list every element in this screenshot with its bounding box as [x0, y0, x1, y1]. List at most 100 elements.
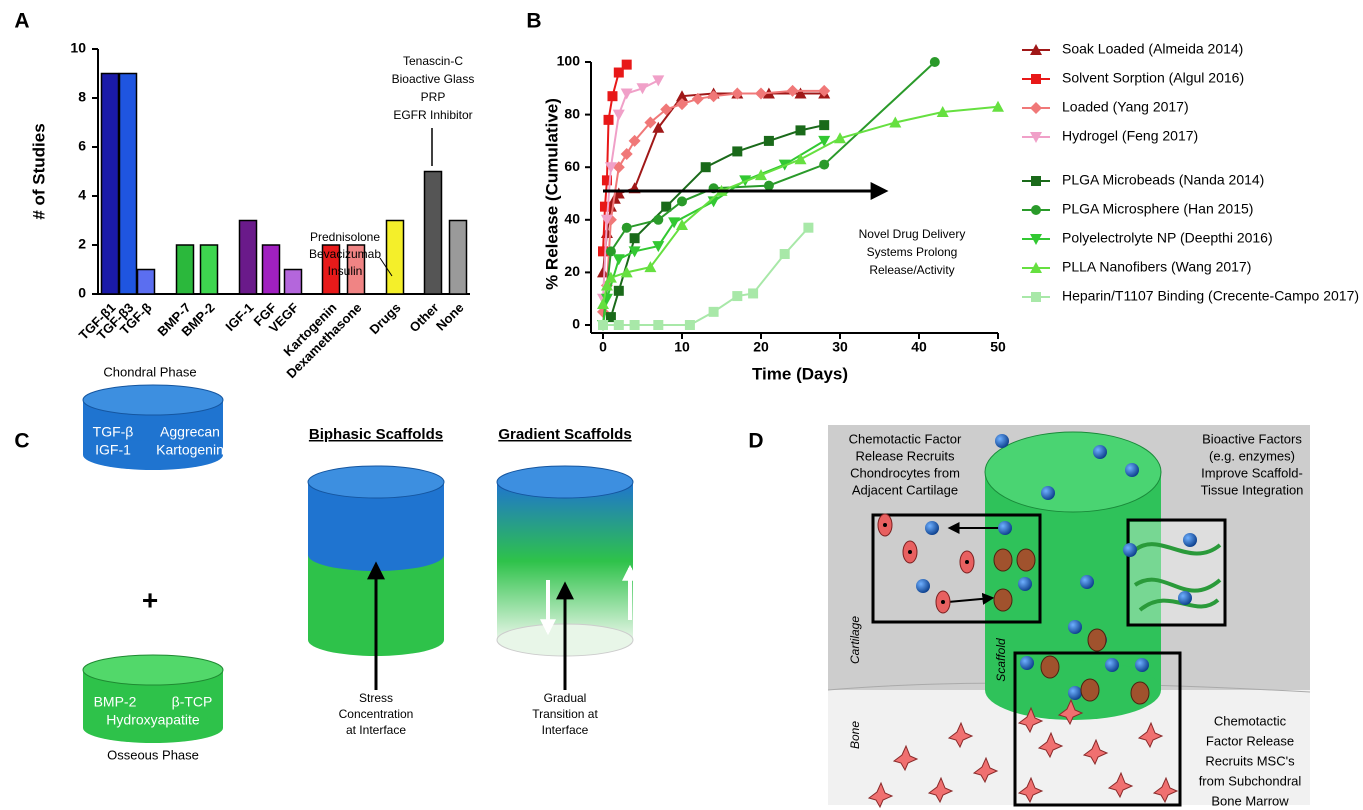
nucleus [908, 550, 912, 554]
factor-ball [1020, 656, 1034, 670]
bar [201, 245, 218, 294]
legend-label: Hydrogel (Feng 2017) [1062, 128, 1198, 144]
scaffold-note: Stress [359, 691, 393, 705]
nucleus [941, 600, 945, 604]
recruited-cell [1081, 679, 1099, 701]
factor: Kartogenin [156, 442, 224, 458]
factor-ball [916, 579, 930, 593]
factor-ball [995, 434, 1009, 448]
data-point [701, 162, 711, 172]
data-point [614, 286, 624, 296]
annotation: Bevacizumab [309, 247, 381, 261]
factor: IGF-1 [95, 442, 131, 458]
recruited-cell [1041, 656, 1059, 678]
legend-label: PLGA Microsphere (Han 2015) [1062, 201, 1253, 217]
callout: Recruits MSC's [1205, 753, 1295, 768]
factor-ball [1080, 575, 1094, 589]
factor-ball [1018, 577, 1032, 591]
callout: Release Recruits [856, 448, 955, 463]
scaffold-note: Concentration [339, 707, 414, 721]
factor: β-TCP [172, 694, 213, 710]
factor: Aggrecan [160, 424, 220, 440]
data-point [796, 125, 806, 135]
scaffold-title: Gradient Scaffolds [498, 426, 631, 443]
figure: ABCD0246810# of StudiesTGF-β1TGF-β3TGF-β… [0, 0, 1363, 810]
legend-marker [1031, 205, 1041, 215]
annotation: Prednisolone [310, 230, 380, 244]
plus: + [142, 584, 158, 615]
tissue-label: Cartilage [848, 616, 862, 664]
legend-label: Loaded (Yang 2017) [1062, 99, 1189, 115]
y-tick-label: 4 [78, 187, 86, 203]
x-tick-label: 40 [911, 339, 927, 355]
x-axis-label: Time (Days) [752, 364, 848, 383]
callout: Tissue Integration [1201, 482, 1304, 497]
y-tick-label: 20 [564, 263, 580, 279]
data-point [621, 89, 633, 100]
callout: Bioactive Factors [1202, 431, 1302, 446]
x-tick-label: 10 [674, 339, 690, 355]
legend-marker [1031, 74, 1041, 84]
factor-ball [1041, 486, 1055, 500]
panel-label: C [14, 430, 29, 453]
data-point [613, 254, 625, 265]
recruited-cell [1131, 682, 1149, 704]
data-point [630, 320, 640, 330]
legend-marker [1030, 102, 1042, 114]
data-point [652, 75, 664, 86]
data-point [732, 146, 742, 156]
callout: Bone Marrow [1211, 793, 1289, 808]
scaffold-note: at Interface [346, 723, 406, 737]
factor: BMP-2 [94, 694, 137, 710]
bar [263, 245, 280, 294]
factor-ball [998, 521, 1012, 535]
legend-marker [1031, 176, 1041, 186]
y-tick-label: 2 [78, 236, 86, 252]
factor-ball [1105, 658, 1119, 672]
bar [240, 221, 257, 295]
legend-marker [1031, 292, 1041, 302]
page: {"panel_labels": ["A", "B", "C", "D"], "… [0, 0, 1363, 810]
tissue-label: Scaffold [994, 638, 1008, 682]
y-tick-label: 10 [70, 40, 86, 56]
bar [425, 172, 442, 295]
x-tick-label: 50 [990, 339, 1006, 355]
callout: Chondrocytes from [850, 465, 960, 480]
legend-label: PLLA Nanofibers (Wang 2017) [1062, 259, 1251, 275]
legend-label: Polyelectrolyte NP (Deepthi 2016) [1062, 230, 1273, 246]
data-point [819, 120, 829, 130]
data-point [613, 110, 625, 121]
factor-ball [1178, 591, 1192, 605]
data-point [630, 233, 640, 243]
phase-label: Osseous Phase [107, 747, 199, 762]
data-point [795, 153, 807, 164]
legend-label: Solvent Sorption (Algul 2016) [1062, 70, 1244, 86]
scaffold-title: Biphasic Scaffolds [309, 426, 443, 443]
data-point [930, 57, 940, 67]
factor: TGF-β [93, 424, 134, 440]
legend-label: Soak Loaded (Almeida 2014) [1062, 41, 1243, 57]
data-point [598, 320, 608, 330]
data-point [748, 288, 758, 298]
scaffold-note: Interface [542, 723, 589, 737]
bar [387, 221, 404, 295]
panel-label: A [14, 10, 29, 33]
nucleus [883, 523, 887, 527]
factor-ball [1183, 533, 1197, 547]
annotation: Release/Activity [869, 263, 954, 277]
y-tick-label: 100 [557, 53, 581, 69]
data-point [755, 169, 767, 180]
factor-ball [1123, 543, 1137, 557]
y-axis-label: % Release (Cumulative) [542, 98, 561, 290]
y-tick-label: 60 [564, 158, 580, 174]
data-point [819, 160, 829, 170]
factor-ball [925, 521, 939, 535]
y-tick-label: 0 [572, 316, 580, 332]
y-tick-label: 8 [78, 89, 86, 105]
bar [102, 74, 119, 295]
data-point [709, 307, 719, 317]
data-point [622, 60, 632, 70]
y-tick-label: 0 [78, 285, 86, 301]
recruited-cell [1088, 629, 1106, 651]
y-tick-label: 40 [564, 211, 580, 227]
